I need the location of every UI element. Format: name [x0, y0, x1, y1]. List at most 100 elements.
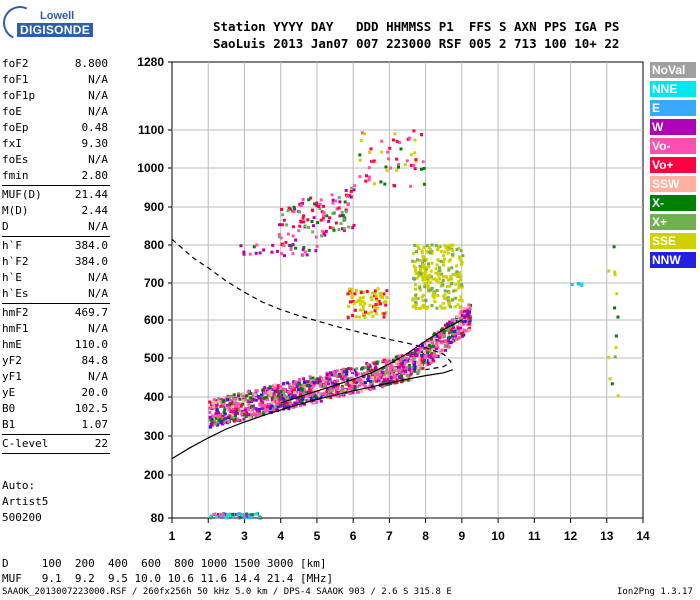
- echo-mark: [286, 381, 290, 385]
- echo-mark: [437, 280, 441, 284]
- echo-mark: [306, 399, 310, 403]
- param-value: 110.0: [74, 338, 108, 351]
- param-name: B0: [2, 402, 16, 415]
- echo-mark: [304, 394, 308, 398]
- echo-mark: [281, 213, 285, 217]
- echo-mark: [457, 272, 461, 276]
- echo-mark: [412, 163, 416, 167]
- echo-mark: [441, 260, 445, 264]
- echo-mark: [384, 311, 388, 315]
- echo-mark: [247, 413, 251, 417]
- echo-mark: [455, 315, 459, 319]
- echo-mark: [283, 388, 287, 392]
- echo-mark: [457, 329, 461, 333]
- param-row: yF1 N/A: [2, 369, 110, 385]
- param-value: N/A: [88, 153, 108, 166]
- echo-mark: [338, 369, 342, 373]
- echo-mark: [255, 243, 259, 247]
- echo-mark: [322, 211, 326, 215]
- echo-mark: [351, 294, 355, 298]
- param-name: foF1p: [2, 89, 36, 102]
- echo-mark: [464, 307, 468, 311]
- echo-mark: [405, 159, 409, 163]
- echo-mark: [363, 315, 367, 319]
- echo-mark: [311, 224, 315, 228]
- echo-mark: [251, 394, 255, 398]
- echo-mark: [328, 226, 332, 230]
- echo-mark: [232, 419, 236, 423]
- echo-mark: [246, 390, 250, 394]
- echo-mark: [382, 312, 386, 316]
- param-row: h`F 384.0: [2, 238, 110, 254]
- echo-mark: [377, 373, 381, 377]
- echo-mark: [386, 157, 390, 161]
- echo-mark: [443, 329, 447, 333]
- echo-mark: [344, 368, 348, 372]
- echo-mark: [458, 322, 462, 326]
- echo-mark: [385, 357, 389, 361]
- echo-mark: [460, 283, 464, 287]
- echo-mark: [443, 257, 447, 261]
- echo-mark: [413, 360, 417, 364]
- echo-mark: [306, 383, 310, 387]
- echo-mark: [234, 397, 238, 401]
- echo-mark: [368, 365, 372, 369]
- echo-mark: [311, 376, 315, 380]
- echo-mark: [441, 275, 445, 279]
- echo-mark: [346, 316, 350, 320]
- echo-mark: [259, 393, 263, 397]
- echo-mark: [382, 375, 386, 379]
- echo-mark: [318, 207, 322, 211]
- echo-mark: [426, 351, 430, 355]
- echo-mark: [385, 382, 389, 386]
- echo-mark: [355, 367, 359, 371]
- echo-mark: [402, 371, 406, 375]
- echo-mark: [328, 371, 332, 375]
- auto-code: 500200: [2, 511, 42, 524]
- echo-mark: [298, 404, 302, 408]
- param-row: D N/A: [2, 219, 110, 235]
- param-name: foF1: [2, 73, 29, 86]
- echo-mark: [414, 365, 418, 369]
- echo-mark: [241, 513, 245, 517]
- echo-mark: [356, 372, 360, 376]
- echo-mark: [309, 380, 313, 384]
- echo-mark: [276, 400, 280, 404]
- echo-mark: [233, 404, 237, 408]
- echo-mark: [226, 416, 230, 420]
- echo-mark: [222, 513, 226, 517]
- echo-mark: [461, 322, 465, 326]
- echo-mark: [360, 379, 364, 383]
- echo-mark: [217, 397, 221, 401]
- echo-mark: [270, 398, 274, 402]
- echo-mark: [424, 257, 428, 261]
- echo-mark: [351, 299, 355, 303]
- echo-mark: [320, 210, 324, 214]
- echo-mark: [467, 303, 471, 307]
- logo-line1: Lowell: [40, 10, 75, 22]
- echo-mark: [379, 292, 383, 296]
- echo-mark: [399, 147, 403, 151]
- echo-mark: [210, 417, 214, 421]
- echo-mark: [455, 272, 459, 276]
- echo-mark: [413, 243, 417, 247]
- echo-mark: [242, 252, 246, 256]
- echo-mark: [399, 359, 403, 363]
- echo-mark: [366, 367, 370, 371]
- echo-mark: [430, 345, 434, 349]
- echo-mark: [352, 302, 356, 306]
- echo-mark: [292, 388, 296, 392]
- echo-mark: [298, 377, 302, 381]
- echo-mark: [438, 269, 442, 273]
- echo-mark: [304, 391, 308, 395]
- echo-mark: [339, 390, 343, 394]
- echo-mark: [321, 380, 325, 384]
- echo-mark: [267, 391, 271, 395]
- echo-mark: [333, 382, 337, 386]
- echo-mark: [343, 388, 347, 392]
- echo-mark: [276, 405, 280, 409]
- echo-mark: [283, 401, 287, 405]
- echo-mark: [429, 351, 433, 355]
- echo-mark: [294, 404, 298, 408]
- echo-mark: [285, 223, 289, 227]
